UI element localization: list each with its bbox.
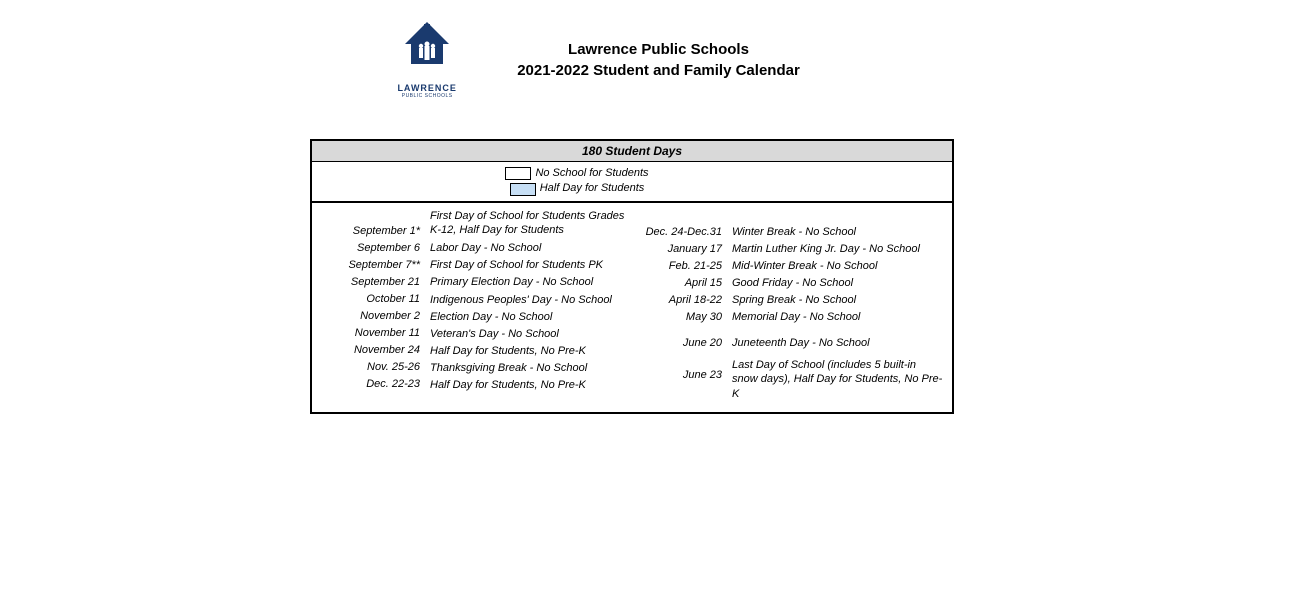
calendar-body: September 1*September 6September 7**Sept… xyxy=(312,203,952,412)
legend: No School for Students Half Day for Stud… xyxy=(312,162,952,203)
desc-cell: Primary Election Day - No School xyxy=(430,274,632,291)
desc-cell: Last Day of School (includes 5 built-in … xyxy=(732,358,944,404)
legend-half-day-label: Half Day for Students xyxy=(540,181,645,196)
date-cell: May 30 xyxy=(632,309,722,326)
swatch-half-day xyxy=(510,183,536,196)
desc-cell: Spring Break - No School xyxy=(732,292,944,309)
legend-no-school: No School for Students xyxy=(312,166,952,181)
date-cell: November 11 xyxy=(320,325,420,342)
swatch-no-school xyxy=(505,167,531,180)
date-cell: April 18-22 xyxy=(632,292,722,309)
banner: 180 Student Days xyxy=(312,141,952,162)
desc-cell: First Day of School for Students Grades … xyxy=(430,209,632,241)
date-cell: September 21 xyxy=(320,274,420,291)
date-cell: October 11 xyxy=(320,291,420,308)
desc-cell: Memorial Day - No School xyxy=(732,309,944,326)
desc-cell: Juneteenth Day - No School xyxy=(732,335,944,352)
date-cell: November 24 xyxy=(320,342,420,359)
legend-no-school-label: No School for Students xyxy=(535,166,648,181)
title-line-1: Lawrence Public Schools xyxy=(517,39,800,60)
right-dates: Dec. 24-Dec.31January 17Feb. 21-25April … xyxy=(632,209,732,404)
right-descriptions: Winter Break - No SchoolMartin Luther Ki… xyxy=(732,209,944,404)
desc-cell: Veteran's Day - No School xyxy=(430,326,632,343)
desc-cell: Election Day - No School xyxy=(430,309,632,326)
date-cell: June 23 xyxy=(632,358,722,384)
desc-cell: Winter Break - No School xyxy=(732,224,944,241)
date-cell: January 17 xyxy=(632,241,722,258)
desc-cell: First Day of School for Students PK xyxy=(430,257,632,274)
desc-cell: Good Friday - No School xyxy=(732,275,944,292)
date-cell: Dec. 24-Dec.31 xyxy=(632,224,722,241)
desc-cell: Half Day for Students, No Pre-K xyxy=(430,377,632,394)
date-cell: September 6 xyxy=(320,240,420,257)
left-descriptions: First Day of School for Students Grades … xyxy=(430,209,632,404)
desc-cell: Martin Luther King Jr. Day - No School xyxy=(732,241,944,258)
desc-cell: Labor Day - No School xyxy=(430,240,632,257)
logo-text: LAWRENCE xyxy=(397,83,457,93)
title-line-2: 2021-2022 Student and Family Calendar xyxy=(517,60,800,81)
legend-half-day: Half Day for Students xyxy=(312,181,952,196)
date-cell: Nov. 25-26 xyxy=(320,359,420,376)
date-cell: September 7** xyxy=(320,257,420,274)
logo-subtext: PUBLIC SCHOOLS xyxy=(397,93,457,99)
house-logo-icon xyxy=(399,20,455,76)
calendar-table: 180 Student Days No School for Students … xyxy=(310,139,954,414)
document-header: LAWRENCE PUBLIC SCHOOLS Lawrence Public … xyxy=(0,20,1277,99)
date-cell: June 20 xyxy=(632,335,722,352)
left-dates: September 1*September 6September 7**Sept… xyxy=(320,209,430,404)
title-block: Lawrence Public Schools 2021-2022 Studen… xyxy=(517,39,800,81)
date-cell: April 15 xyxy=(632,275,722,292)
date-cell: November 2 xyxy=(320,308,420,325)
left-column: September 1*September 6September 7**Sept… xyxy=(320,209,632,404)
desc-cell: Indigenous Peoples' Day - No School xyxy=(430,292,632,309)
desc-cell: Mid-Winter Break - No School xyxy=(732,258,944,275)
date-cell: September 1* xyxy=(320,209,420,240)
date-cell: Dec. 22-23 xyxy=(320,376,420,393)
right-column: Dec. 24-Dec.31January 17Feb. 21-25April … xyxy=(632,209,944,404)
logo: LAWRENCE PUBLIC SCHOOLS xyxy=(397,20,457,99)
date-cell: Feb. 21-25 xyxy=(632,258,722,275)
desc-cell: Half Day for Students, No Pre-K xyxy=(430,343,632,360)
desc-cell: Thanksgiving Break - No School xyxy=(430,360,632,377)
